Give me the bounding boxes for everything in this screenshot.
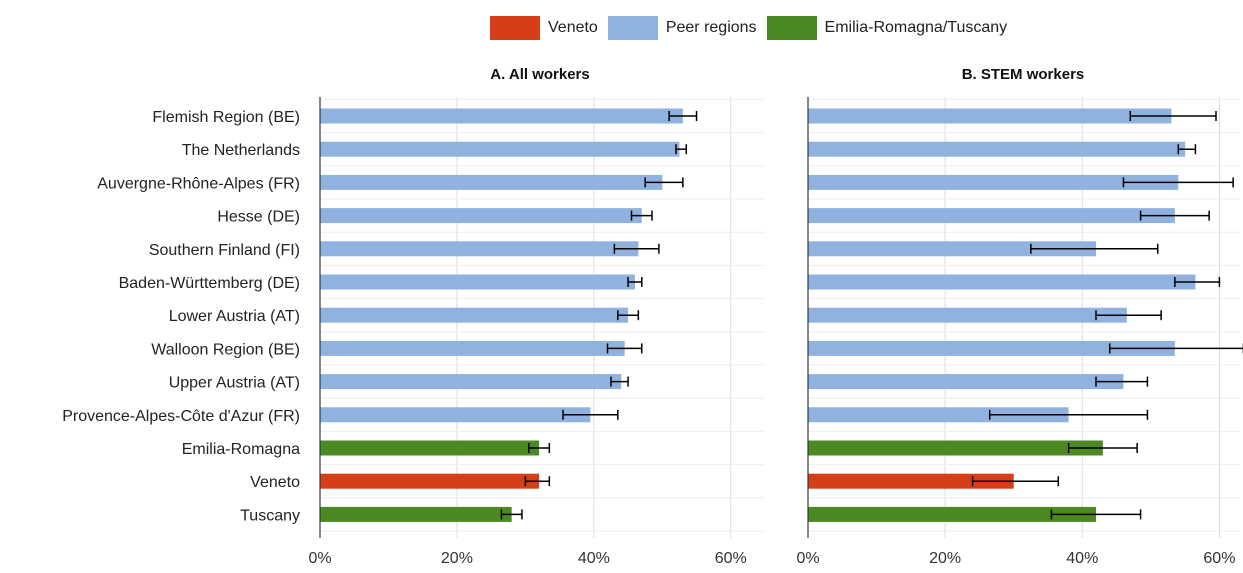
category-label-3: Hesse (DE) bbox=[217, 209, 300, 226]
bar-a-3 bbox=[320, 208, 642, 224]
category-label-10: Emilia-Romagna bbox=[182, 441, 300, 458]
bar-a-2 bbox=[320, 174, 663, 190]
x-tick-label-a-1: 20% bbox=[441, 550, 473, 567]
bar-a-6 bbox=[320, 307, 629, 323]
bar-b-10 bbox=[808, 440, 1103, 456]
x-tick-label-a-0: 0% bbox=[308, 550, 331, 567]
bar-a-8 bbox=[320, 374, 622, 390]
panel-a-title: A. All workers bbox=[490, 66, 590, 83]
bar-b-1 bbox=[808, 141, 1186, 157]
bar-b-5 bbox=[808, 274, 1196, 290]
category-label-9: Provence-Alpes-Côte d'Azur (FR) bbox=[62, 408, 300, 425]
x-tick-label-b-0: 0% bbox=[796, 550, 819, 567]
category-label-4: Southern Finland (FI) bbox=[149, 242, 300, 259]
bar-b-3 bbox=[808, 208, 1175, 224]
bar-b-9 bbox=[808, 407, 1069, 423]
bar-b-8 bbox=[808, 374, 1124, 390]
x-tick-label-b-3: 60% bbox=[1203, 550, 1235, 567]
category-label-8: Upper Austria (AT) bbox=[169, 375, 300, 392]
bar-a-7 bbox=[320, 340, 625, 356]
bar-a-5 bbox=[320, 274, 635, 290]
bar-b-4 bbox=[808, 241, 1096, 257]
legend-item-peer-regions: Peer regions bbox=[607, 16, 757, 40]
category-label-1: The Netherlands bbox=[182, 142, 300, 159]
bar-a-0 bbox=[320, 108, 683, 124]
legend-label-veneto: Veneto bbox=[548, 19, 598, 36]
legend-swatch-emilia-romagna-tuscany bbox=[766, 16, 817, 40]
bar-a-4 bbox=[320, 241, 639, 257]
bar-a-10 bbox=[320, 440, 540, 456]
category-label-0: Flemish Region (BE) bbox=[152, 109, 300, 126]
bar-b-2 bbox=[808, 174, 1179, 190]
bar-a-11 bbox=[320, 473, 540, 489]
category-label-6: Lower Austria (AT) bbox=[169, 308, 300, 325]
bar-b-0 bbox=[808, 108, 1172, 124]
x-tick-label-b-2: 40% bbox=[1066, 550, 1098, 567]
x-tick-label-b-1: 20% bbox=[929, 550, 961, 567]
bar-a-12 bbox=[320, 506, 512, 522]
bar-b-11 bbox=[808, 473, 1014, 489]
category-label-12: Tuscany bbox=[240, 507, 300, 524]
legend: Veneto Peer regions Emilia-Romagna/Tusca… bbox=[490, 14, 1017, 42]
x-tick-label-a-3: 60% bbox=[715, 550, 747, 567]
category-label-5: Baden-Württemberg (DE) bbox=[119, 275, 300, 292]
bar-b-12 bbox=[808, 506, 1096, 522]
category-label-2: Auvergne-Rhône-Alpes (FR) bbox=[97, 175, 300, 192]
category-label-7: Walloon Region (BE) bbox=[151, 341, 300, 358]
bar-a-1 bbox=[320, 141, 680, 157]
bar-a-9 bbox=[320, 407, 591, 423]
legend-label-peer-regions: Peer regions bbox=[665, 19, 757, 36]
bar-b-7 bbox=[808, 340, 1175, 356]
legend-swatch-veneto bbox=[490, 16, 540, 40]
category-label-11: Veneto bbox=[250, 474, 300, 491]
legend-label-emilia-romagna-tuscany: Emilia-Romagna/Tuscany bbox=[824, 19, 1008, 36]
x-tick-label-a-2: 40% bbox=[578, 550, 610, 567]
panel-b-title: B. STEM workers bbox=[961, 66, 1085, 83]
legend-item-emilia-romagna-tuscany: Emilia-Romagna/Tuscany bbox=[766, 16, 1008, 40]
bar-b-6 bbox=[808, 307, 1127, 323]
legend-item-veneto: Veneto bbox=[490, 16, 598, 40]
legend-swatch-peer-regions bbox=[607, 16, 658, 40]
